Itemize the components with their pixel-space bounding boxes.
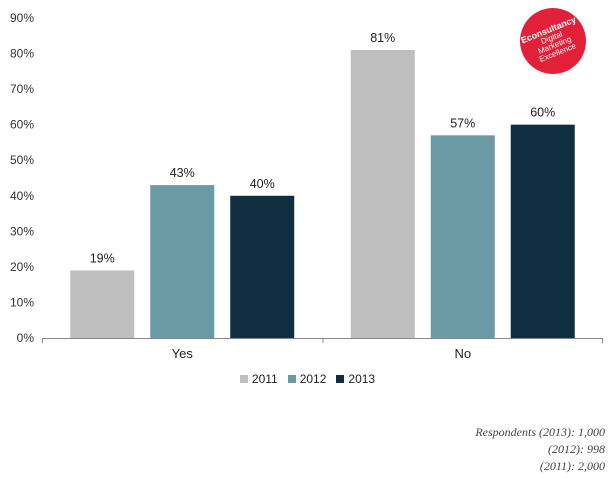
x-category-label: No [454, 346, 471, 361]
bar-2013-yes [230, 195, 295, 338]
bar-2011-no [350, 50, 415, 338]
legend-item-2011: 2011 [239, 372, 278, 386]
x-axis: Yes No [42, 338, 603, 361]
legend-swatch-2011 [239, 375, 248, 383]
data-label: 40% [250, 177, 275, 191]
y-tick-label: 50% [10, 153, 34, 167]
data-label: 43% [170, 166, 195, 180]
y-tick-label: 10% [10, 295, 34, 309]
legend-swatch-2012 [287, 375, 296, 383]
legend-item-2013: 2013 [336, 372, 375, 386]
note-line-2: (2012): 998 [548, 442, 605, 456]
note-line-3: (2011): 2,000 [539, 459, 605, 473]
y-tick-label: 60% [10, 118, 34, 132]
data-label: 60% [530, 106, 555, 120]
data-label: 81% [370, 31, 395, 45]
bar-2013-no [510, 124, 575, 339]
note-line-1: Respondents (2013): 1,000 [475, 425, 605, 439]
bars: 19% 43% 40% 81% 57% 60% [70, 31, 575, 339]
y-tick-label: 0% [17, 331, 35, 345]
bar-2012-no [430, 135, 495, 338]
legend-label-2012: 2012 [299, 372, 327, 386]
y-axis: 0% 10% 20% 30% 40% 50% 60% 70% 80% 90% [10, 11, 34, 345]
bar-chart: 0% 10% 20% 30% 40% 50% 60% 70% 80% 90% 19% 43% 40% 8… [10, 11, 603, 361]
legend-label-2011: 2011 [251, 372, 278, 386]
y-tick-label: 80% [10, 47, 34, 61]
y-tick-label: 70% [10, 82, 34, 96]
legend-swatch-2013 [336, 375, 345, 383]
bar-2012-yes [150, 185, 215, 338]
y-tick-label: 90% [10, 11, 34, 25]
y-tick-label: 30% [10, 224, 34, 238]
y-tick-label: 20% [10, 260, 34, 274]
y-tick-label: 40% [10, 189, 34, 203]
legend: 2011 2012 2013 [0, 372, 615, 386]
legend-item-2012: 2012 [287, 372, 327, 386]
respondents-note: Respondents (2013): 1,000 (2012): 998 (2… [475, 424, 605, 475]
data-label: 19% [90, 251, 115, 265]
bar-2011-yes [70, 270, 135, 338]
x-category-label: Yes [172, 346, 194, 361]
data-label: 57% [450, 116, 475, 130]
legend-label-2013: 2013 [348, 372, 376, 386]
